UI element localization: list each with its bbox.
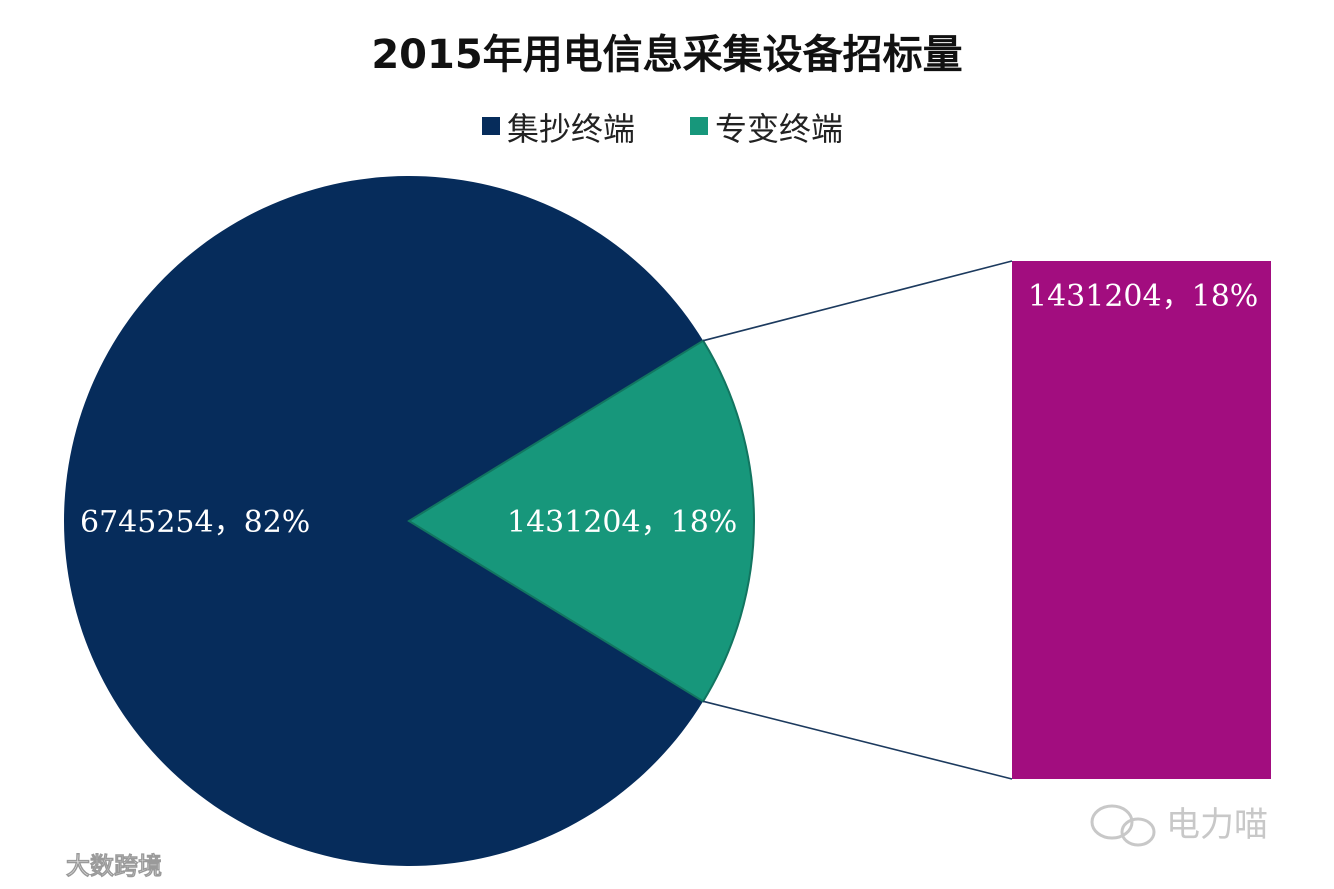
watermark-bottom-left: 大数跨境	[12, 852, 162, 880]
data-labels: 6745254，82% 1431204，18% 1431204，18%	[80, 279, 1258, 540]
watermark-text: 电力喵	[1166, 805, 1268, 845]
wechat-logo-icon	[1090, 804, 1156, 847]
brand-logo-icon	[12, 852, 62, 875]
legend-label-special: 专变终端	[715, 110, 843, 148]
watermark-brand-text: 大数跨境	[66, 852, 162, 880]
data-label-special: 1431204，18%	[507, 505, 737, 540]
legend-swatch-collector	[482, 117, 500, 135]
connector-line-bottom	[702, 700, 1013, 780]
legend-label-collector: 集抄终端	[507, 110, 635, 148]
watermark-top-right: 电力喵	[1090, 804, 1268, 847]
data-label-collector: 6745254，82%	[80, 505, 310, 540]
legend-swatch-special	[690, 117, 708, 135]
breakout-bar-special	[1012, 261, 1271, 779]
pie-slice-collector	[64, 175, 704, 866]
connector-line-top	[702, 260, 1013, 342]
plot-area	[64, 175, 1271, 866]
legend: 集抄终端 专变终端	[482, 110, 843, 148]
pie-slice-special	[407, 339, 755, 703]
chart-title: 2015年用电信息采集设备招标量	[371, 32, 962, 78]
data-label-breakout: 1431204，18%	[1028, 279, 1258, 314]
